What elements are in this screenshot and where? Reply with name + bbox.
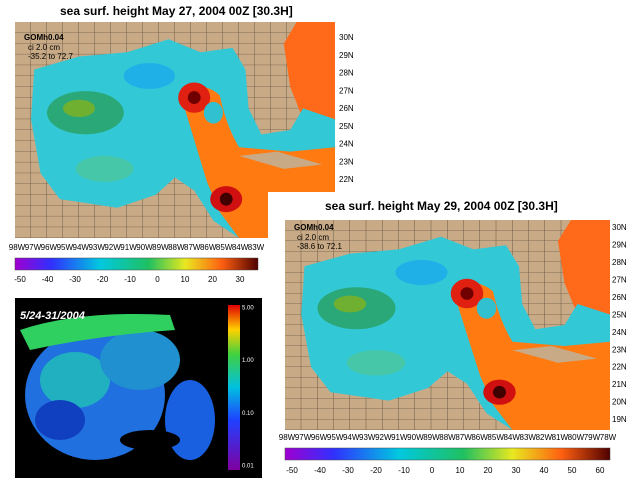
lon-label: 83W <box>520 433 537 442</box>
lon-label: 91W <box>120 243 137 252</box>
lat-label: 19N <box>612 415 627 424</box>
interval-label: ci 2.0 cm <box>297 233 329 242</box>
lat-label: 20N <box>612 398 627 407</box>
satellite-colorbar-label: 0.10 <box>242 411 254 417</box>
panel-title: sea surf. height May 29, 2004 00Z [30.3H… <box>325 199 558 213</box>
lon-label: 87W <box>184 243 201 252</box>
colorbar-label: 0 <box>155 275 160 284</box>
lon-label: 94W <box>73 243 90 252</box>
colorbar-label: 10 <box>181 275 190 284</box>
colorbar-label: -30 <box>342 466 354 475</box>
lon-label: 79W <box>584 433 601 442</box>
lon-label: 84W <box>232 243 249 252</box>
colorbar-label: 10 <box>456 466 465 475</box>
colorbar-label: 20 <box>484 466 493 475</box>
lon-label: 88W <box>168 243 185 252</box>
lon-label: 80W <box>568 433 585 442</box>
lat-label: 23N <box>612 345 627 354</box>
lat-label: 22N <box>339 175 354 184</box>
lon-label: 95W <box>57 243 74 252</box>
satellite-colorbar-label: 5.00 <box>242 306 254 312</box>
lon-label: 88W <box>439 433 456 442</box>
ssh-map <box>285 220 610 430</box>
satellite-date: 5/24-31/2004 <box>20 310 85 322</box>
lon-label: 82W <box>536 433 553 442</box>
colorbar-label: 30 <box>236 275 245 284</box>
lon-label: 98W <box>9 243 26 252</box>
lon-label: 94W <box>343 433 360 442</box>
lon-label: 97W <box>295 433 312 442</box>
lat-label: 26N <box>612 293 627 302</box>
lon-label: 90W <box>407 433 424 442</box>
colorbar-label: -20 <box>97 275 109 284</box>
range-label: -38.6 to 72.1 <box>297 242 342 251</box>
colorbar-label: -50 <box>14 275 26 284</box>
colorbar-label: -10 <box>398 466 410 475</box>
colorbar-label: 30 <box>512 466 521 475</box>
satellite-colorbar-label: 0.01 <box>242 464 254 470</box>
model-label: GOMh0.04 <box>294 223 334 232</box>
lon-label: 90W <box>136 243 153 252</box>
lon-label: 87W <box>455 433 472 442</box>
lat-label: 29N <box>612 241 627 250</box>
colorbar-label: 20 <box>208 275 217 284</box>
lat-label: 22N <box>612 363 627 372</box>
satellite-field <box>20 314 215 460</box>
lat-label: 28N <box>339 69 354 78</box>
lat-label: 25N <box>339 122 354 131</box>
lat-label: 27N <box>612 275 627 284</box>
colorbar-label: -50 <box>286 466 298 475</box>
colorbar-label: 0 <box>430 466 435 475</box>
lon-label: 85W <box>487 433 504 442</box>
colorbar-label: -10 <box>124 275 136 284</box>
lon-label: 81W <box>552 433 569 442</box>
lon-label: 78W <box>600 433 617 442</box>
lon-label: 95W <box>327 433 344 442</box>
colorbar <box>14 257 259 271</box>
lat-label: 27N <box>339 86 354 95</box>
lon-label: 97W <box>25 243 42 252</box>
lat-label: 26N <box>339 104 354 113</box>
range-label: -35.2 to 72.7 <box>28 52 73 61</box>
colorbar-label: 40 <box>540 466 549 475</box>
colorbar-label: -40 <box>42 275 54 284</box>
lon-label: 98W <box>279 433 296 442</box>
lon-label: 96W <box>311 433 328 442</box>
lat-label: 24N <box>612 328 627 337</box>
lon-label: 93W <box>88 243 105 252</box>
colorbar-label: -30 <box>69 275 81 284</box>
lat-label: 23N <box>339 157 354 166</box>
colorbar-label: -20 <box>370 466 382 475</box>
lon-label: 92W <box>375 433 392 442</box>
satellite-colorbar <box>228 305 240 470</box>
lon-label: 86W <box>471 433 488 442</box>
lon-label: 92W <box>104 243 121 252</box>
model-label: GOMh0.04 <box>24 33 64 42</box>
satellite-colorbar-label: 1.00 <box>242 358 254 364</box>
lat-label: 28N <box>612 258 627 267</box>
lat-label: 30N <box>339 33 354 42</box>
lon-label: 86W <box>200 243 217 252</box>
lat-label: 21N <box>612 380 627 389</box>
colorbar-label: 50 <box>568 466 577 475</box>
colorbar <box>284 447 611 461</box>
lon-label: 83W <box>248 243 265 252</box>
lon-label: 85W <box>216 243 233 252</box>
lat-label: 24N <box>339 140 354 149</box>
colorbar-label: 60 <box>596 466 605 475</box>
lat-label: 30N <box>612 223 627 232</box>
colorbar-label: -40 <box>314 466 326 475</box>
lat-label: 25N <box>612 310 627 319</box>
lon-label: 84W <box>503 433 520 442</box>
lon-label: 89W <box>152 243 169 252</box>
lat-label: 29N <box>339 51 354 60</box>
lon-label: 89W <box>423 433 440 442</box>
lon-label: 91W <box>391 433 408 442</box>
panel-title: sea surf. height May 27, 2004 00Z [30.3H… <box>60 4 293 18</box>
lon-label: 96W <box>41 243 58 252</box>
interval-label: ci 2.0 cm <box>28 43 60 52</box>
lon-label: 93W <box>359 433 376 442</box>
